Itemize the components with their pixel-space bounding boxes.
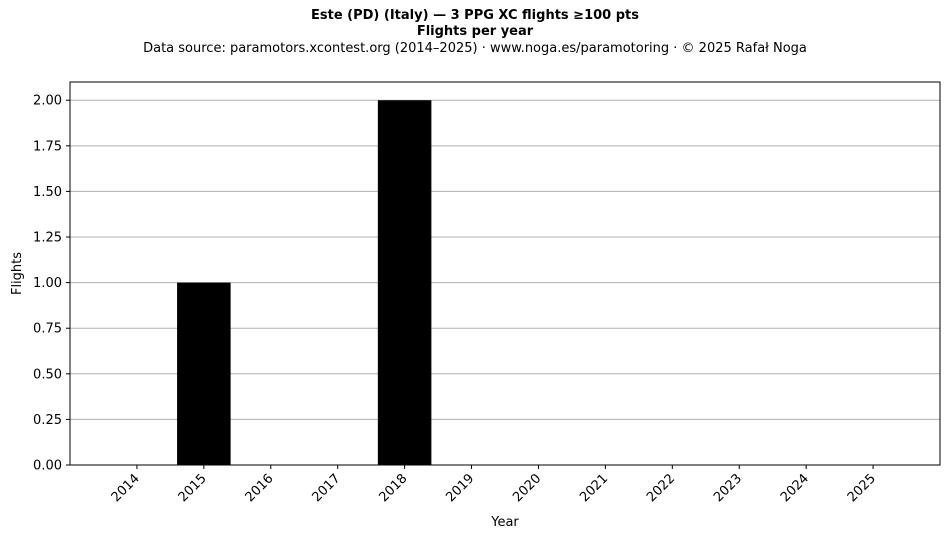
y-tick-label: 2.00 — [33, 94, 62, 109]
x-tick-label: 2025 — [845, 471, 879, 505]
x-tick-label: 2014 — [109, 471, 143, 505]
bar-2015 — [177, 282, 231, 465]
x-tick-label: 2018 — [376, 471, 410, 505]
y-tick-label: 0.50 — [33, 367, 62, 382]
y-tick-label: 1.25 — [33, 231, 62, 246]
x-tick-label: 2015 — [176, 471, 210, 505]
x-tick-label: 2022 — [644, 471, 678, 505]
x-axis-label: Year — [490, 515, 519, 530]
plot-frame — [69, 81, 941, 466]
bars-layer — [177, 100, 432, 465]
chart-subtitle: Data source: paramotors.xcontest.org (20… — [143, 41, 807, 56]
x-tick-label: 2017 — [310, 471, 344, 505]
x-tick-label: 2016 — [243, 471, 277, 505]
y-tick-label: 1.00 — [33, 276, 62, 291]
y-tick-label: 1.50 — [33, 185, 62, 200]
chart-title-block: Este (PD) (Italy) — 3 PPG XC flights ≥10… — [0, 8, 950, 57]
x-tick-label: 2021 — [577, 471, 611, 505]
chart-title: Este (PD) (Italy) — 3 PPG XC flights ≥10… — [311, 8, 639, 23]
x-tick-label: 2024 — [778, 471, 812, 505]
bar-2018 — [377, 100, 432, 465]
y-tick-label: 1.75 — [33, 139, 62, 154]
x-tick-label: 2019 — [443, 471, 477, 505]
y-axis-label: Flights — [10, 252, 25, 295]
y-tick-label: 0.00 — [33, 459, 62, 474]
x-tick-label: 2020 — [510, 471, 544, 505]
axes-layer: 0.00 0.25 0.50 0.75 1.00 1.25 1.50 1.75 2.00 2014… — [33, 94, 879, 505]
y-tick-label: 0.75 — [33, 322, 62, 337]
chart-title-line2: Flights per year — [416, 24, 534, 39]
y-tick-label: 0.25 — [33, 413, 62, 428]
x-tick-label: 2023 — [711, 471, 745, 505]
